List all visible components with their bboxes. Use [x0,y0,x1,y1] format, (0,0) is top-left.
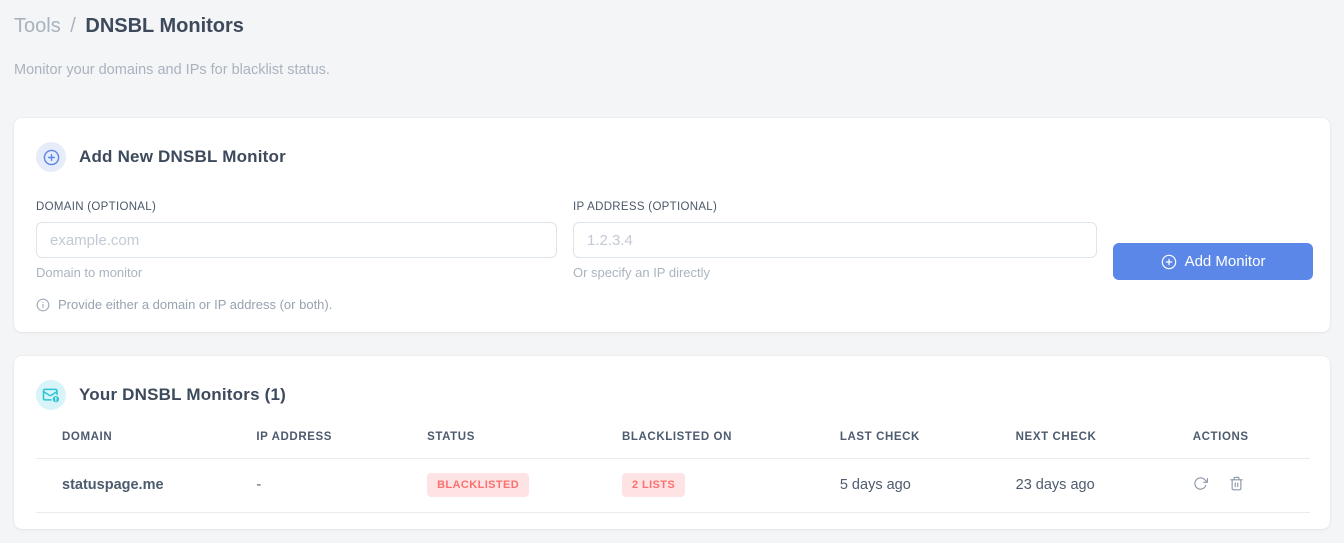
add-monitor-card-header: Add New DNSBL Monitor [36,142,1313,172]
breadcrumb-tools[interactable]: Tools [14,15,61,37]
add-monitor-button[interactable]: Add Monitor [1113,243,1313,280]
monitor-actions [1178,458,1310,513]
table-header-row: DOMAIN IP ADDRESS STATUS BLACKLISTED ON … [36,431,1310,459]
ip-address-input[interactable] [573,222,1097,258]
form-note: Provide either a domain or IP address (o… [36,297,1313,312]
plus-circle-icon [36,142,66,172]
plus-circle-icon [1161,254,1177,270]
column-header-next-check: NEXT CHECK [1001,431,1179,459]
trash-icon [1229,476,1244,491]
page-subtitle: Monitor your domains and IPs for blackli… [14,62,330,78]
monitors-card: Your DNSBL Monitors (1) DOMAIN IP ADDRES… [14,356,1330,529]
domain-form-group: DOMAIN (OPTIONAL) Domain to monitor [36,201,557,280]
dnsbl-monitors-page: Tools / DNSBL Monitors Monitor your doma… [14,14,1330,529]
monitors-table: DOMAIN IP ADDRESS STATUS BLACKLISTED ON … [36,431,1310,513]
add-monitor-form: DOMAIN (OPTIONAL) Domain to monitor IP A… [36,201,1313,280]
column-header-ip-address: IP ADDRESS [242,431,414,459]
mail-alert-icon [36,380,66,410]
ip-form-group: IP ADDRESS (OPTIONAL) Or specify an IP d… [573,201,1097,280]
monitors-card-title: Your DNSBL Monitors (1) [79,385,287,404]
column-header-blacklisted-on: BLACKLISTED ON [608,431,826,459]
ip-field-hint: Or specify an IP directly [573,265,711,280]
refresh-button[interactable] [1193,476,1208,491]
add-monitor-card-title: Add New DNSBL Monitor [79,147,286,166]
ip-field-label: IP ADDRESS (OPTIONAL) [573,201,718,213]
table-row: statuspage.me - BLACKLISTED 2 LISTS 5 da… [36,458,1310,513]
column-header-last-check: LAST CHECK [825,431,1002,459]
column-header-actions: ACTIONS [1178,431,1310,459]
monitor-domain: statuspage.me [36,458,243,513]
monitors-card-header: Your DNSBL Monitors (1) [36,380,1310,410]
blacklisted-on-badge[interactable]: 2 LISTS [622,473,686,497]
info-icon [36,298,50,312]
domain-field-hint: Domain to monitor [36,265,143,280]
page-title: DNSBL Monitors [85,15,244,37]
domain-field-label: DOMAIN (OPTIONAL) [36,201,157,213]
status-badge: BLACKLISTED [427,473,530,497]
column-header-status: STATUS [413,431,608,459]
add-monitor-button-label: Add Monitor [1184,253,1266,270]
monitor-last-check: 5 days ago [825,458,1002,513]
column-header-domain: DOMAIN [36,431,243,459]
domain-input[interactable] [36,222,557,258]
breadcrumb-separator: / [70,15,76,37]
refresh-icon [1193,476,1208,491]
delete-button[interactable] [1229,476,1244,491]
submit-group: Add Monitor [1113,201,1313,280]
monitor-next-check: 23 days ago [1001,458,1179,513]
breadcrumb: Tools / DNSBL Monitors [14,14,1330,38]
form-note-text: Provide either a domain or IP address (o… [58,297,333,312]
add-monitor-card: Add New DNSBL Monitor DOMAIN (OPTIONAL) … [14,118,1330,332]
monitor-ip-address: - [242,458,414,513]
